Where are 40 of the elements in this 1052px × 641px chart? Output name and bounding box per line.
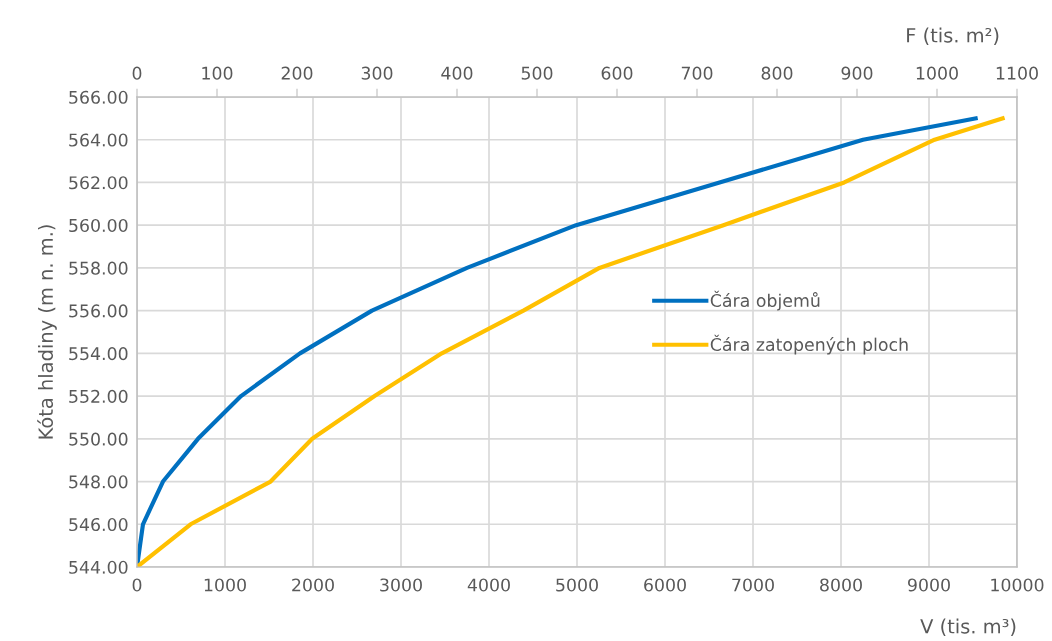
y-tick-label: 546.00 [69, 517, 128, 532]
x2-tick-label: 600 [601, 66, 633, 80]
y-tick-label: 552.00 [69, 389, 128, 403]
y-tick-label: 562.00 [69, 176, 128, 190]
x-tick-label: 7000 [732, 578, 774, 592]
x2-tick-label: 0 [132, 66, 142, 80]
legend-label: Čára objemů [710, 290, 820, 311]
x2-tick-label: 800 [761, 66, 793, 80]
y-axis-title: Kóta hladiny (m n. m.) [37, 225, 57, 439]
x-tick-label: 3000 [380, 578, 422, 592]
x2-tick-label: 300 [361, 66, 393, 80]
x2-tick-label: 1100 [996, 66, 1038, 80]
x-tick-label: 1000 [204, 578, 246, 592]
x-tick-label: 2000 [292, 578, 334, 592]
x2-tick-label: 900 [841, 66, 873, 80]
y-tick-label: 550.00 [69, 432, 128, 446]
x-tick-label: 9000 [908, 578, 950, 592]
y-tick-label: 558.00 [69, 261, 128, 275]
x-axis-title: V (tis. m³) [920, 618, 1016, 636]
x2-tick-label: 700 [681, 66, 713, 80]
y-tick-label: 560.00 [69, 218, 128, 233]
x2-tick-label: 400 [441, 66, 473, 80]
y-tick-label: 564.00 [69, 133, 128, 147]
y-tick-label: 544.00 [69, 560, 128, 574]
x2-tick-label: 1000 [916, 66, 958, 80]
x2-tick-label: 500 [521, 66, 553, 80]
x2-tick-label: 100 [202, 66, 233, 80]
x2-axis-title: F (tis. m²) [907, 27, 999, 45]
x-tick-label: 4000 [467, 578, 510, 592]
y-tick-label: 554.00 [69, 347, 128, 361]
y-tick-label: 548.00 [69, 475, 128, 489]
x-tick-label: 8000 [820, 578, 862, 592]
x-tick-label: 6000 [644, 578, 686, 592]
x2-tick-label: 200 [281, 66, 313, 80]
x-tick-label: 10000 [991, 578, 1044, 592]
legend-label: Čára zatopených ploch [710, 334, 908, 355]
x-tick-label: 0 [132, 578, 142, 592]
y-tick-label: 566.00 [69, 90, 128, 104]
y-tick-label: 556.00 [69, 304, 128, 318]
x-tick-label: 5000 [556, 578, 598, 592]
